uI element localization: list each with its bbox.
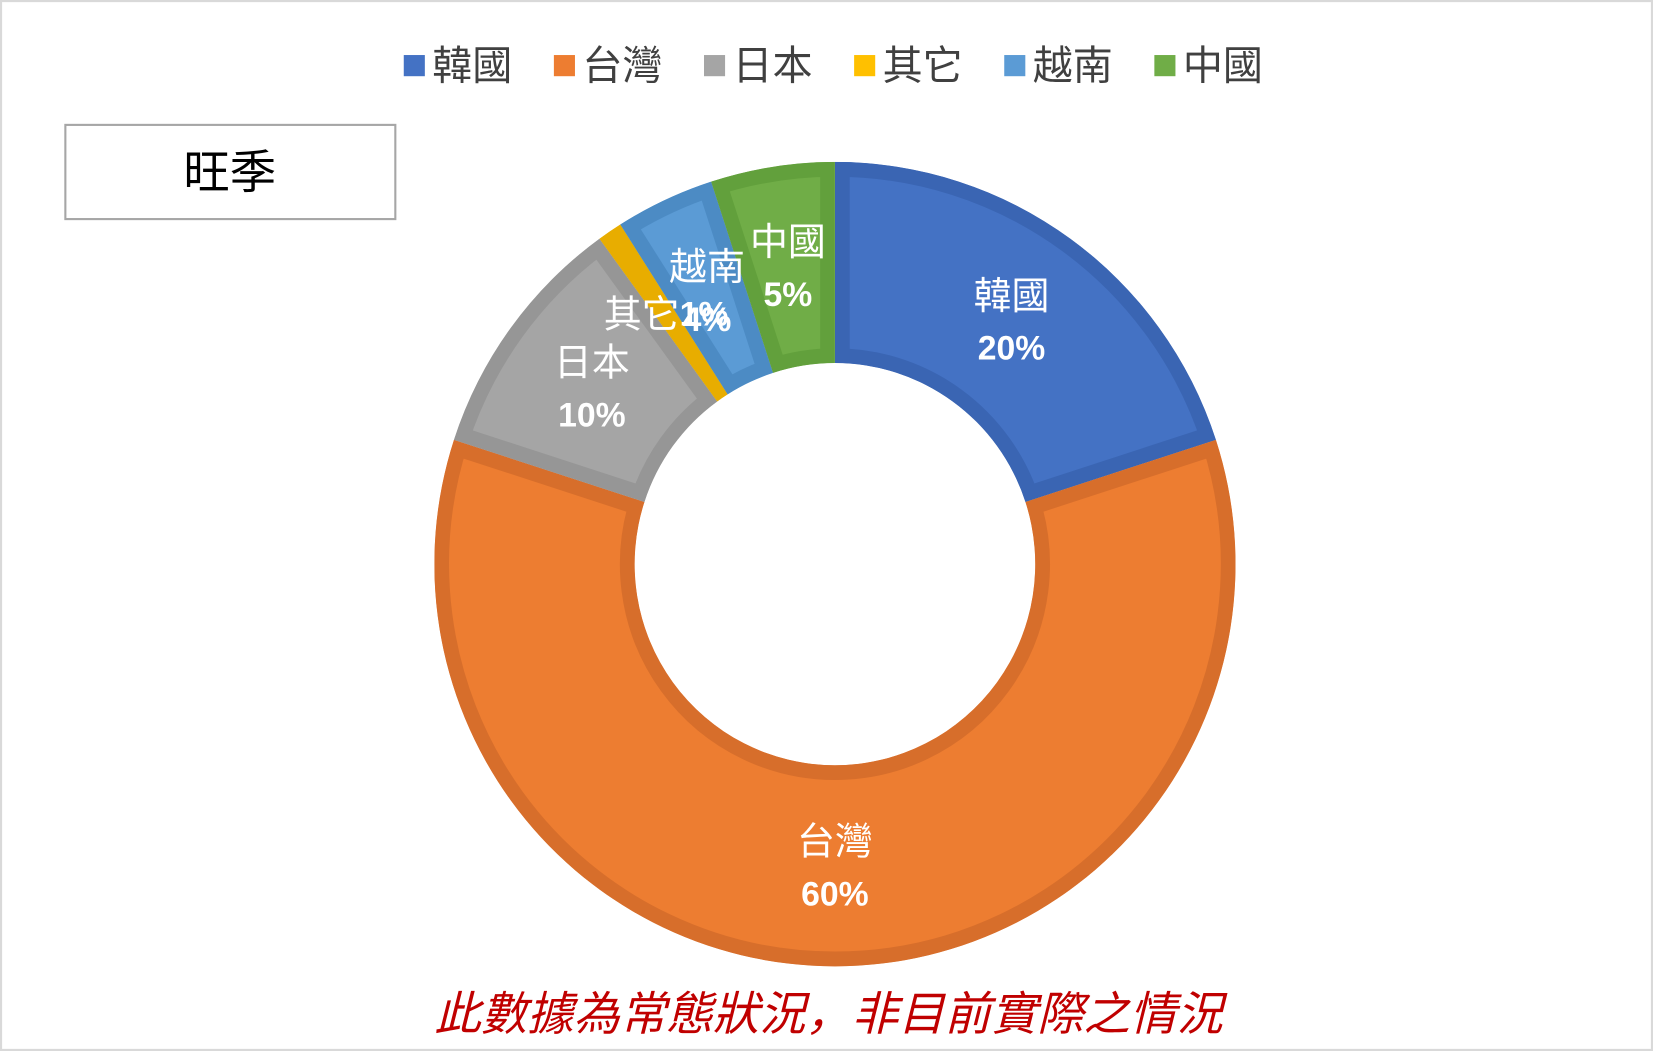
legend-swatch [403, 55, 425, 77]
legend-swatch [854, 55, 876, 77]
legend-item: 台灣 [553, 44, 662, 90]
legend-label: 中國 [1183, 44, 1263, 90]
slice-percent-label: 20% [978, 330, 1046, 368]
slice-category-label: 台灣 [797, 819, 873, 863]
slice-percent-label: 5% [764, 276, 813, 314]
legend-item: 中國 [1154, 44, 1263, 90]
legend-label: 日本 [732, 44, 812, 90]
legend-label: 韓國 [432, 44, 512, 90]
legend: 韓國 台灣 日本 其它 越南 中國 [403, 44, 1263, 90]
slice-category-label: 越南 [669, 245, 745, 289]
legend-label: 越南 [1033, 44, 1113, 90]
slice-label: 其它1% [604, 293, 729, 337]
slice-percent-label: 60% [801, 875, 869, 913]
legend-label: 台灣 [582, 44, 662, 90]
legend-label: 其它 [883, 44, 963, 90]
season-tag-label: 旺季 [183, 145, 276, 199]
slice-category-label: 韓國 [974, 274, 1050, 318]
legend-swatch [704, 55, 726, 77]
legend-swatch [1004, 55, 1026, 77]
legend-item: 韓國 [403, 44, 512, 90]
legend-item: 越南 [1004, 44, 1113, 90]
footnote: 此數據為常態狀況，非目前實際之情況 [434, 987, 1228, 1041]
slice-percent-label: 4% [683, 301, 732, 339]
slice-category-label: 其它 [604, 293, 680, 337]
slice-category-label: 日本 [554, 340, 630, 384]
season-tag-frame [64, 123, 397, 221]
legend-swatch [553, 55, 575, 77]
slice-category-label: 中國 [750, 220, 826, 264]
legend-swatch [1154, 55, 1176, 77]
season-tag-box: 旺季 [64, 123, 397, 221]
slice-percent-label: 10% [558, 396, 626, 434]
slice-percent-label: 1% [680, 296, 729, 334]
legend-item: 其它 [854, 44, 963, 90]
legend-item: 日本 [704, 44, 813, 90]
